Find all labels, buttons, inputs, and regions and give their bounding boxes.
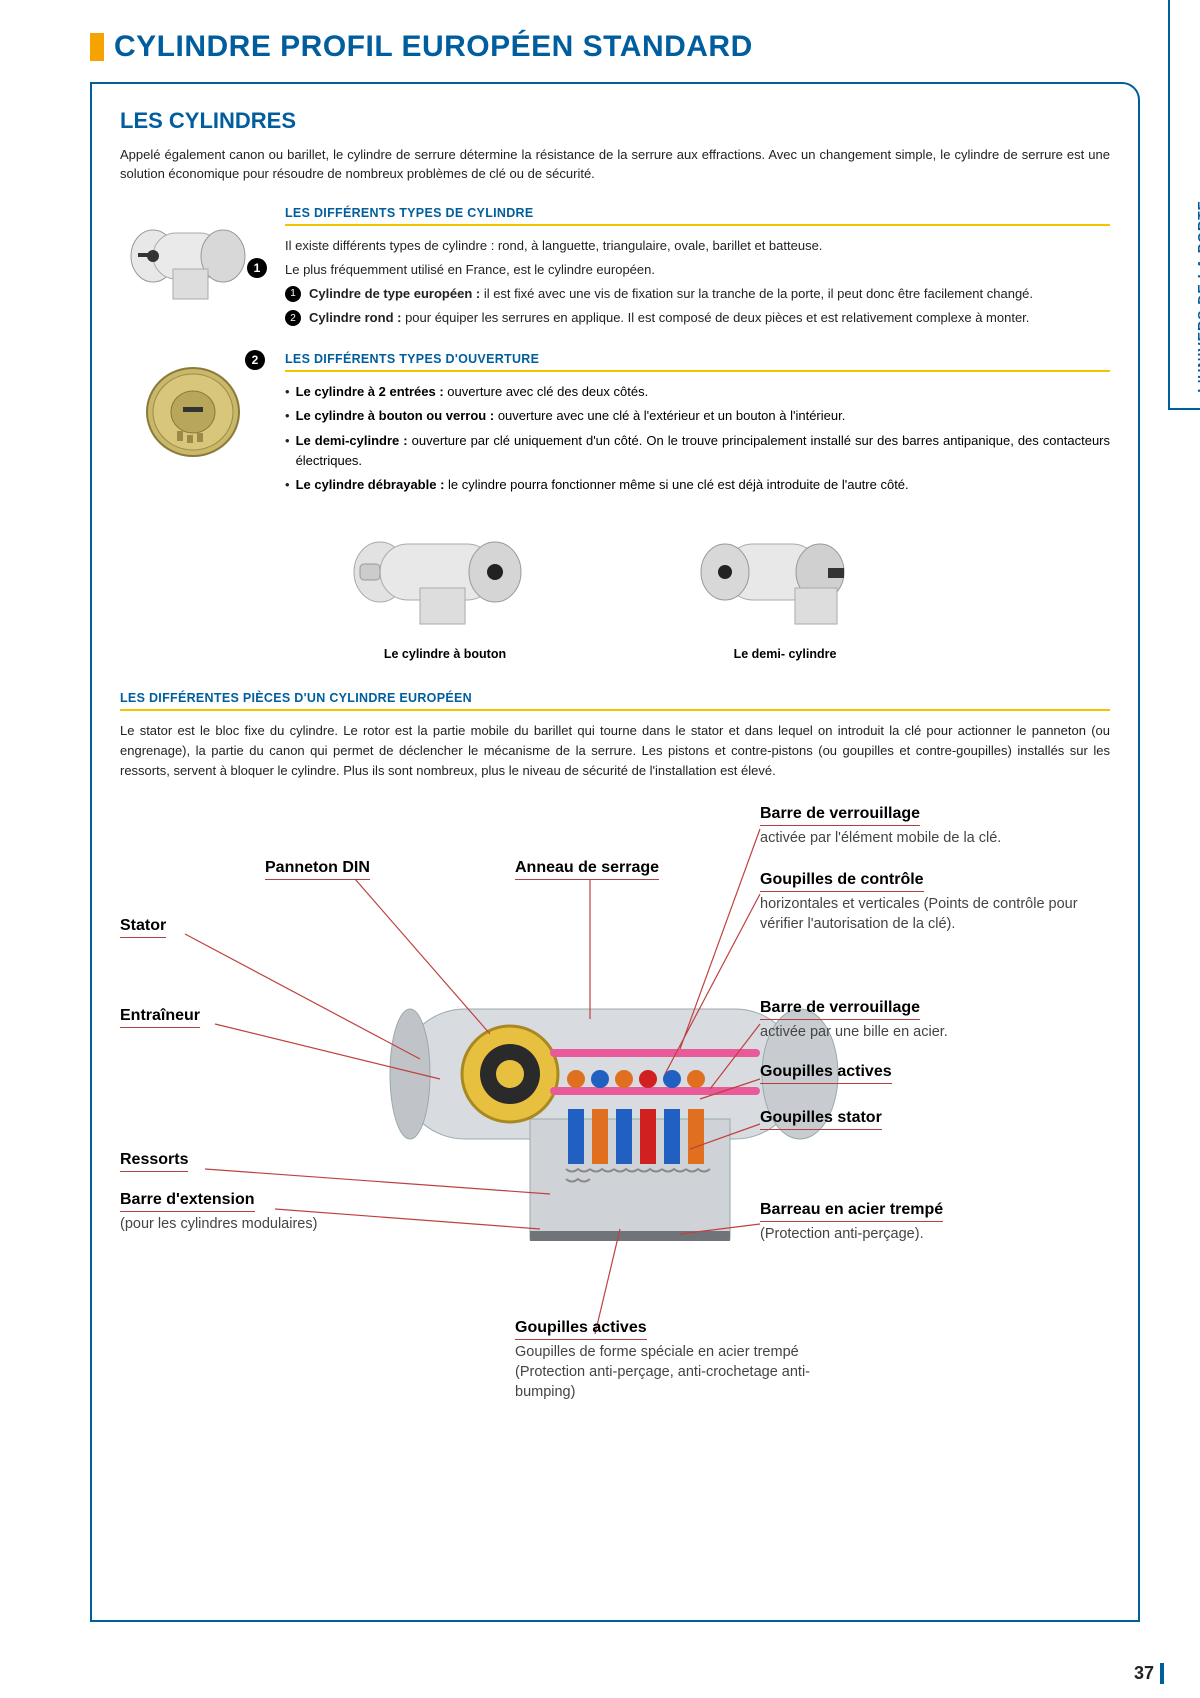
item-label: Le cylindre à bouton ou verrou :: [296, 408, 495, 423]
ouverture-item: •Le cylindre à bouton ou verrou : ouvert…: [285, 406, 1110, 426]
item-text: ouverture avec une clé à l'extérieur et …: [494, 408, 845, 423]
ouverture-item: •Le demi-cylindre : ouverture par clé un…: [285, 431, 1110, 471]
section-title: LES CYLINDRES: [120, 108, 1110, 134]
label-anneau: Anneau de serrage: [515, 859, 659, 880]
label-goup-act: Goupilles actives: [760, 1063, 892, 1084]
product-images-row: Le cylindre à bouton Le demi- cylindre: [120, 519, 1110, 661]
item-text: ouverture par clé uniquement d'un côté. …: [296, 433, 1110, 468]
content-frame: LES CYLINDRES Appelé également canon ou …: [90, 82, 1140, 1622]
item-label: Cylindre rond :: [309, 310, 401, 325]
types-intro2: Le plus fréquemment utilisé en France, e…: [285, 260, 1110, 280]
item-text: pour équiper les serrures en applique. I…: [401, 310, 1029, 325]
types-block: 1 LES DIFFÉRENTS TYPES DE CYLINDRE Il ex…: [120, 206, 1110, 333]
ouverture-block: 2 LES DIFFÉRENTS TYPES D'OUVERTURE •Le c…: [120, 352, 1110, 499]
label-goup-ctrl: Goupilles de contrôle horizontales et ve…: [760, 871, 1090, 934]
bouton-caption: Le cylindre à bouton: [345, 647, 545, 661]
badge-2: 2: [245, 350, 265, 370]
item-label: Le cylindre débrayable :: [296, 477, 445, 492]
pieces-text: Le stator est le bloc fixe du cylindre. …: [120, 721, 1110, 781]
label-barre-verr2: Barre de verrouillage activée par une bi…: [760, 999, 1090, 1043]
types-item-1: 1 Cylindre de type européen : il est fix…: [285, 284, 1110, 304]
label-goup-stator: Goupilles stator: [760, 1109, 882, 1130]
label-panneton: Panneton DIN: [265, 859, 370, 880]
side-tab-label: L'UNIVERS DE LA PORTE: [1195, 200, 1200, 393]
label-sub: (pour les cylindres modulaires): [120, 1215, 317, 1235]
page-content: CYLINDRE PROFIL EUROPÉEN STANDARD LES CY…: [90, 30, 1140, 1622]
item-text: le cylindre pourra fonctionner même si u…: [444, 477, 908, 492]
title-bullet: [90, 33, 104, 61]
side-tab: L'UNIVERS DE LA PORTE: [1168, 0, 1200, 410]
item-text: il est fixé avec une vis de fixation sur…: [480, 286, 1033, 301]
label-sub: horizontales et verticales (Points de co…: [760, 895, 1090, 934]
main-title: CYLINDRE PROFIL EUROPÉEN STANDARD: [114, 30, 753, 64]
num-badge: 1: [285, 286, 301, 302]
demi-caption: Le demi- cylindre: [685, 647, 885, 661]
label-goup-act2: Goupilles actives Goupilles de forme spé…: [515, 1319, 855, 1402]
label-stator: Stator: [120, 917, 166, 938]
label-barre-verr1: Barre de verrouillage activée par l'élém…: [760, 805, 1090, 849]
pieces-heading: LES DIFFÉRENTES PIÈCES D'UN CYLINDRE EUR…: [120, 691, 1110, 711]
types-heading: LES DIFFÉRENTS TYPES DE CYLINDRE: [285, 206, 1110, 226]
intro-text: Appelé également canon ou barillet, le c…: [120, 146, 1110, 184]
label-sub: (Protection anti-perçage).: [760, 1225, 1090, 1245]
types-intro1: Il existe différents types de cylindre :…: [285, 236, 1110, 256]
round-cylinder-image: 2: [120, 352, 265, 472]
label-sub: activée par une bille en acier.: [760, 1023, 1090, 1043]
label-entraineur: Entraîneur: [120, 1007, 200, 1028]
num-badge: 2: [285, 310, 301, 326]
label-barreau: Barreau en acier trempé (Protection anti…: [760, 1201, 1090, 1245]
cylinder-diagram: Panneton DIN Stator Entraîneur Ressorts …: [120, 799, 1110, 1449]
ouverture-item: •Le cylindre à 2 entrées : ouverture ave…: [285, 382, 1110, 402]
euro-cylinder-image: 1: [120, 206, 265, 326]
bouton-cylinder-card: Le cylindre à bouton: [345, 519, 545, 661]
title-row: CYLINDRE PROFIL EUROPÉEN STANDARD: [90, 30, 1140, 64]
label-barre-ext: Barre d'extension (pour les cylindres mo…: [120, 1191, 317, 1235]
item-text: ouverture avec clé des deux côtés.: [444, 384, 649, 399]
item-label: Cylindre de type européen :: [309, 286, 480, 301]
item-label: Le demi-cylindre :: [296, 433, 408, 448]
ouverture-item: •Le cylindre débrayable : le cylindre po…: [285, 475, 1110, 495]
badge-1: 1: [247, 258, 267, 278]
label-sub: Goupilles de forme spéciale en acier tre…: [515, 1343, 855, 1402]
label-ressorts: Ressorts: [120, 1151, 188, 1172]
page-number: 37: [1134, 1663, 1164, 1684]
label-sub: activée par l'élément mobile de la clé.: [760, 829, 1090, 849]
item-label: Le cylindre à 2 entrées :: [296, 384, 444, 399]
demi-cylinder-card: Le demi- cylindre: [685, 519, 885, 661]
ouverture-heading: LES DIFFÉRENTS TYPES D'OUVERTURE: [285, 352, 1110, 372]
types-item-2: 2 Cylindre rond : pour équiper les serru…: [285, 308, 1110, 328]
